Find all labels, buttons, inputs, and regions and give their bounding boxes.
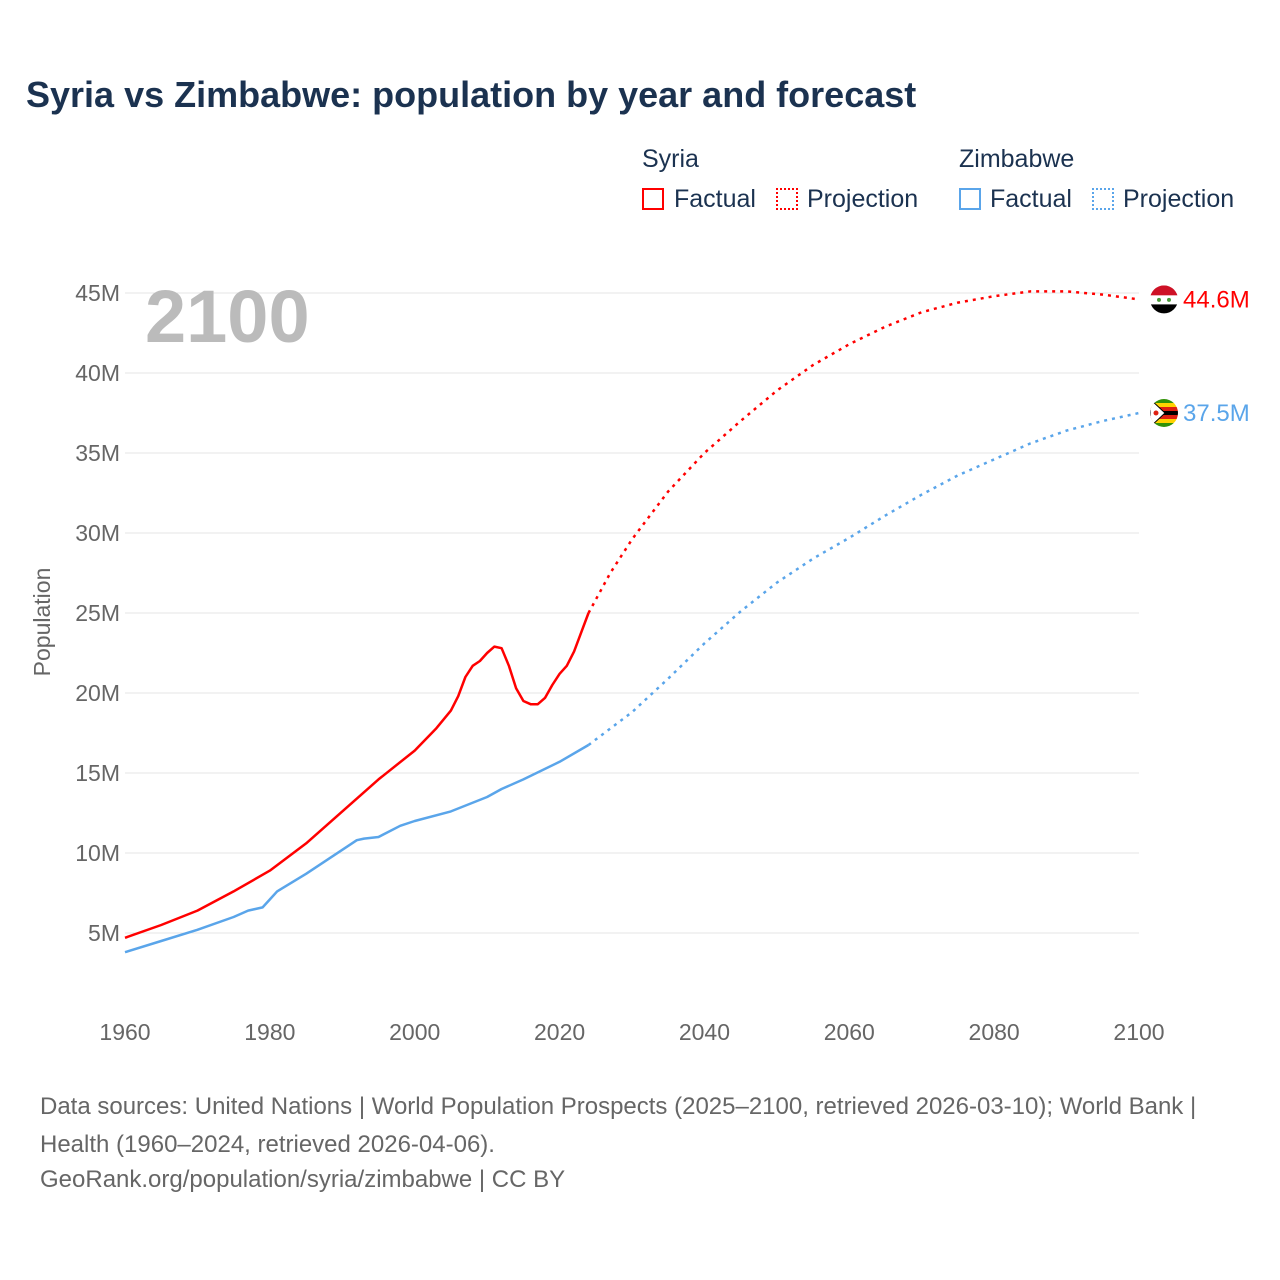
zimbabwe-end-label: 37.5M [1183, 400, 1250, 427]
footer-credit: GeoRank.org/population/syria/zimbabwe | … [40, 1166, 566, 1193]
legend-zimbabwe-projection[interactable]: Projection [1123, 185, 1235, 213]
chart-title: Syria vs Zimbabwe: population by year an… [26, 74, 917, 115]
legend-syria-factual[interactable]: Factual [674, 185, 756, 213]
legend-swatch-zimbabwe-factual [959, 188, 981, 210]
y-tick-label: 20M [75, 680, 120, 706]
x-tick-label: 1960 [99, 1019, 150, 1045]
syria-flag-icon [1150, 285, 1178, 314]
x-tick-label: 2040 [679, 1019, 730, 1045]
y-tick-label: 30M [75, 520, 120, 546]
y-tick-label: 45M [75, 280, 120, 306]
syria-end-label: 44.6M [1183, 286, 1250, 313]
legend-group-zimbabwe: Zimbabwe [959, 145, 1075, 173]
legend-swatch-syria-factual [642, 188, 664, 210]
x-tick-label: 2000 [389, 1019, 440, 1045]
x-tick-label: 1980 [244, 1019, 295, 1045]
x-tick-label: 2060 [824, 1019, 875, 1045]
x-tick-label: 2080 [969, 1019, 1020, 1045]
legend-swatch-zimbabwe-projection [1092, 188, 1114, 210]
legend-syria-projection[interactable]: Projection [807, 185, 919, 213]
zimbabwe-projection-line [587, 411, 1140, 746]
footer-sources: Data sources: United Nations | World Pop… [40, 1093, 1197, 1158]
x-tick-label: 2020 [534, 1019, 585, 1045]
y-tick-label: 25M [75, 600, 120, 626]
syria-factual-line [124, 612, 590, 939]
year-display: 2100 [145, 275, 310, 358]
y-tick-label: 15M [75, 760, 120, 786]
y-axis-label: Population [29, 568, 55, 677]
legend-group-syria: Syria [642, 145, 699, 173]
legend-swatch-syria-projection [776, 188, 798, 210]
y-tick-label: 10M [75, 840, 120, 866]
plot-area: 5M 10M 15M 20M 25M 30M 35M 40M 45M 1960 1980 2000 20… [29, 275, 1250, 1045]
syria-projection-line [587, 290, 1140, 614]
y-tick-label: 35M [75, 440, 120, 466]
legend-zimbabwe-factual[interactable]: Factual [990, 185, 1072, 213]
y-tick-label: 40M [75, 360, 120, 386]
zimbabwe-factual-line [124, 743, 590, 954]
y-tick-label: 5M [88, 920, 120, 946]
zimbabwe-flag-icon [1150, 399, 1178, 427]
x-tick-label: 2100 [1113, 1019, 1164, 1045]
